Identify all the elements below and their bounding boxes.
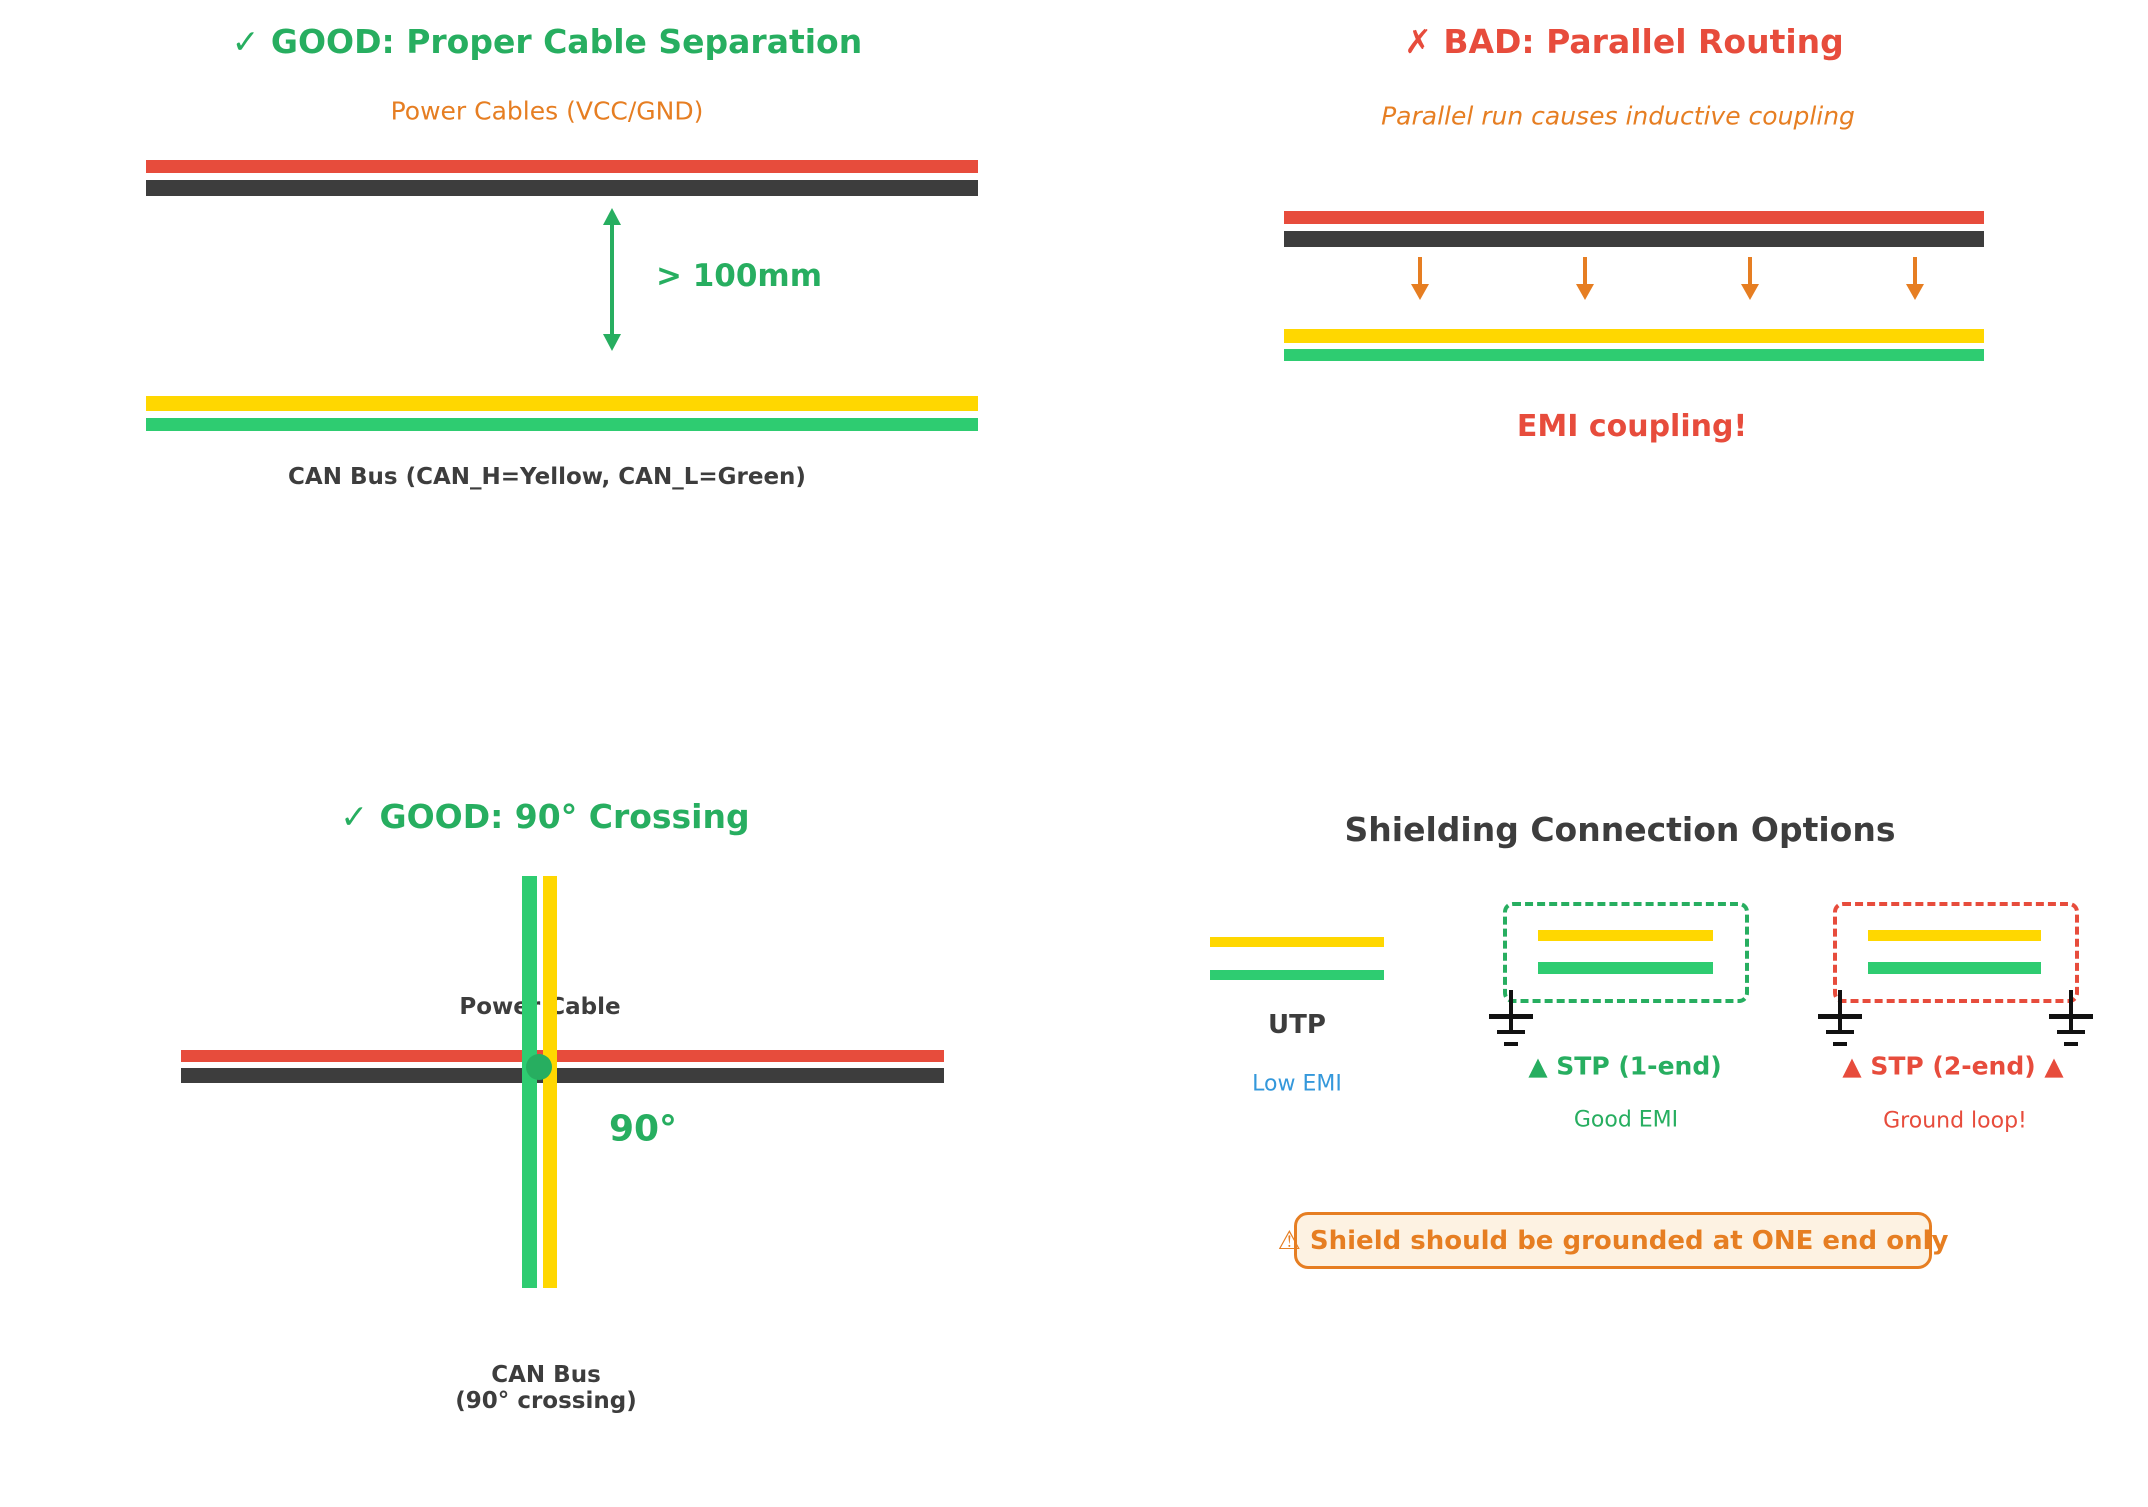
can-l-cable-bar [1210,970,1384,980]
option-label: ▲ STP (1-end) [1528,1051,1722,1081]
ground-symbol [1818,990,1862,1046]
vcc-cable-bar [1284,211,1984,224]
arrowhead-down-icon [1906,284,1924,300]
ground-symbol [2049,990,2093,1046]
option-note: Ground loop! [1883,1108,2027,1134]
ground-stem [2069,990,2073,1032]
distance-label: > 100mm [655,258,823,295]
can-bus-caption-line1: CAN Bus [491,1361,601,1388]
arrowhead-down-icon [603,334,621,351]
arrowhead-down-icon [1741,284,1759,300]
shield-outline [1503,902,1749,1003]
ground-bar [1833,1042,1847,1046]
option-note: Low EMI [1252,1071,1342,1097]
ground-bar [1497,1030,1525,1034]
crossing-point-dot [526,1054,552,1080]
can-h-cable-bar [146,396,978,411]
shield-outline [1833,902,2079,1003]
ground-stem [1838,990,1842,1032]
can-h-cable-bar [1538,930,1713,941]
can-bus-caption-line2: (90° crossing) [455,1387,637,1414]
option-label: UTP [1268,1010,1326,1041]
vcc-cable-bar [181,1050,944,1062]
gnd-cable-bar [181,1068,944,1083]
can-l-cable-bar [1868,962,2041,974]
arrow-line [1913,257,1917,285]
arrow-line [1748,257,1752,285]
panel-title: ✗ BAD: Parallel Routing [1404,22,1844,62]
can-l-vertical-bar [522,876,537,1288]
can-l-cable-bar [1284,349,1984,361]
ground-bar [1826,1030,1854,1034]
shield-grounding-warning-text: ⚠ Shield should be grounded at ONE end o… [1277,1225,1949,1256]
can-h-cable-bar [1210,937,1384,947]
can-l-cable-bar [146,418,978,431]
shield-grounding-warning: ⚠ Shield should be grounded at ONE end o… [1278,1212,1948,1269]
arrowhead-up-icon [603,208,621,225]
arrow-line [1418,257,1422,285]
option-note: Good EMI [1573,1107,1679,1133]
angle-label: 90° [608,1108,678,1150]
vcc-cable-bar [146,160,978,173]
can-bus-caption: CAN Bus (CAN_H=Yellow, CAN_L=Green) [288,463,806,490]
power-cables-label: Power Cables (VCC/GND) [390,96,704,126]
ground-symbol [1489,990,1533,1046]
arrow-line [610,224,614,334]
arrowhead-down-icon [1576,284,1594,300]
ground-bar [2057,1030,2085,1034]
gnd-cable-bar [1284,231,1984,247]
can-h-vertical-bar [543,876,557,1288]
panel-title: ✓ GOOD: Proper Cable Separation [231,22,863,62]
panel-subtitle: Parallel run causes inductive coupling [1381,101,1855,131]
can-h-cable-bar [1868,930,2041,941]
ground-stem [1509,990,1513,1032]
can-h-cable-bar [1284,329,1984,343]
option-label: ▲ STP (2-end) ▲ [1842,1051,2064,1081]
gnd-cable-bar [146,180,978,196]
ground-bar [1504,1042,1518,1046]
arrow-line [1583,257,1587,285]
power-cable-label: Power Cable [459,993,621,1020]
panel-title: Shielding Connection Options [1344,810,1896,850]
emi-coupling-label: EMI coupling! [1516,408,1748,444]
panel-title: ✓ GOOD: 90° Crossing [340,797,750,837]
ground-bar [2049,1014,2093,1019]
ground-bar [2064,1042,2078,1046]
ground-bar [1489,1014,1533,1019]
can-l-cable-bar [1538,962,1713,974]
arrowhead-down-icon [1411,284,1429,300]
ground-bar [1818,1014,1862,1019]
